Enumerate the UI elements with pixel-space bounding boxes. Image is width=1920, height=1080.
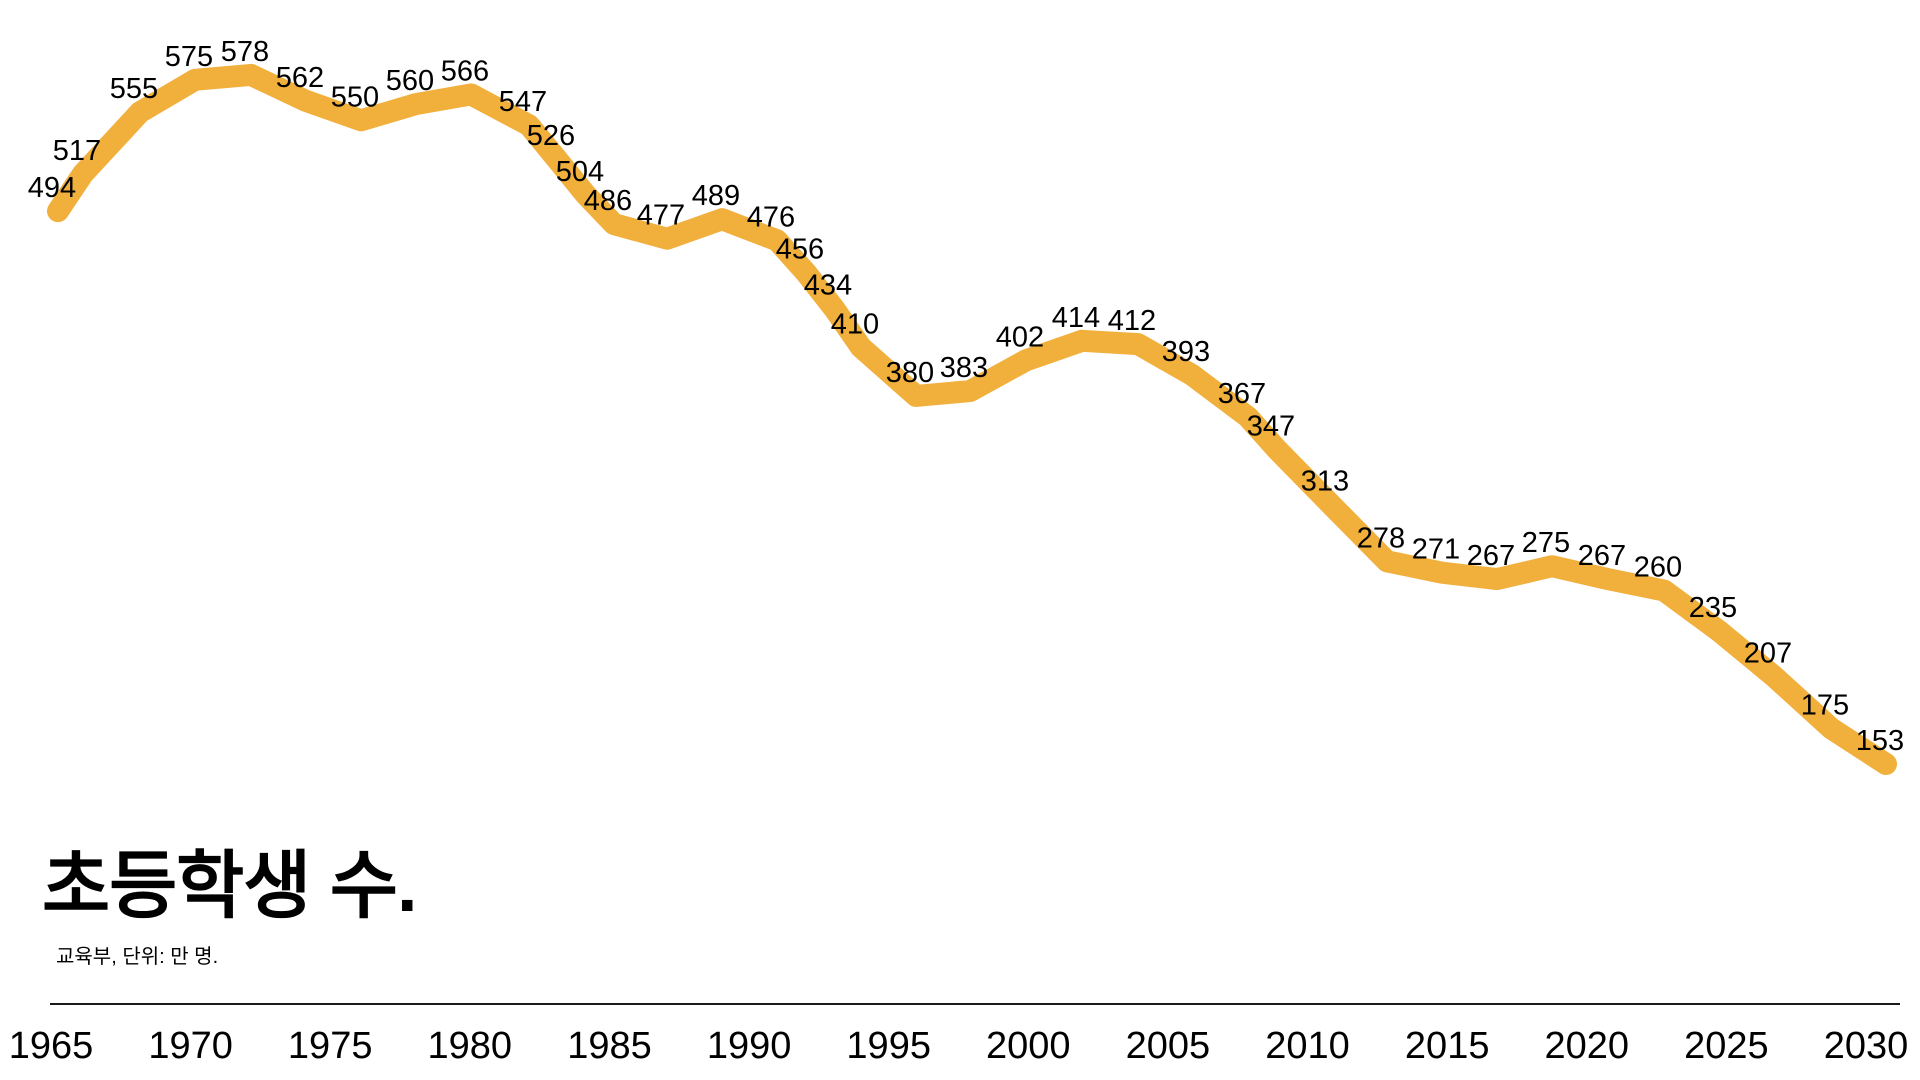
data-point-label: 578 — [221, 36, 269, 68]
data-point-label: 383 — [940, 352, 988, 384]
x-axis-tick-label: 2010 — [1265, 1025, 1350, 1067]
data-point-label: 347 — [1247, 410, 1295, 442]
data-point-label: 456 — [776, 234, 824, 266]
data-point-label: 402 — [996, 321, 1044, 353]
data-point-label: 271 — [1412, 534, 1460, 566]
data-point-label: 393 — [1162, 336, 1210, 368]
x-axis-tick-label: 1970 — [148, 1025, 233, 1067]
data-point-label: 477 — [637, 200, 685, 232]
data-point-label: 434 — [804, 269, 852, 301]
x-axis-tick-label: 2015 — [1405, 1025, 1490, 1067]
x-axis-tick-label: 1980 — [428, 1025, 513, 1067]
data-point-label: 267 — [1467, 540, 1515, 572]
x-axis-tick-label: 1985 — [567, 1025, 652, 1067]
data-line — [47, 63, 1897, 775]
data-point-label: 153 — [1856, 725, 1904, 757]
x-axis-tick-label: 1995 — [846, 1025, 931, 1067]
data-point-label: 260 — [1634, 552, 1682, 584]
data-point-label: 367 — [1218, 378, 1266, 410]
x-axis-tick-label: 2000 — [986, 1025, 1071, 1067]
data-point-label: 207 — [1744, 637, 1792, 669]
data-point-label: 562 — [276, 62, 324, 94]
data-point-label: 560 — [386, 65, 434, 97]
chart-title: 초등학생 수. — [42, 844, 418, 927]
data-point-label: 555 — [110, 73, 158, 105]
chart-source-note: 교육부, 단위: 만 명. — [56, 946, 219, 968]
data-point-label: 235 — [1689, 592, 1737, 624]
data-point-label: 412 — [1108, 305, 1156, 337]
data-point-label: 494 — [28, 172, 76, 204]
data-point-label: 550 — [331, 81, 379, 113]
data-point-label: 313 — [1301, 466, 1349, 498]
x-axis-tick-label: 1965 — [9, 1025, 94, 1067]
data-point-label: 267 — [1578, 540, 1626, 572]
data-point-label: 175 — [1801, 689, 1849, 721]
data-point-label: 504 — [556, 156, 604, 188]
data-point-label: 566 — [441, 55, 489, 87]
data-point-label: 414 — [1052, 302, 1100, 334]
data-point-label: 275 — [1522, 527, 1570, 559]
x-axis-tick-label: 1975 — [288, 1025, 373, 1067]
data-point-label: 278 — [1357, 522, 1405, 554]
x-axis-tick-label: 1990 — [707, 1025, 792, 1067]
data-point-label: 517 — [53, 135, 101, 167]
x-axis-tick-label: 2005 — [1126, 1025, 1211, 1067]
data-point-label: 410 — [831, 308, 879, 340]
data-point-label: 575 — [165, 41, 213, 73]
data-point-label: 476 — [747, 201, 795, 233]
x-axis-tick-label: 2020 — [1545, 1025, 1630, 1067]
data-point-label: 547 — [499, 86, 547, 118]
x-axis-tick-label: 2030 — [1824, 1025, 1909, 1067]
data-point-label: 489 — [692, 180, 740, 212]
data-point-label: 526 — [527, 120, 575, 152]
data-point-label: 380 — [886, 357, 934, 389]
x-axis-tick-label: 2025 — [1684, 1025, 1769, 1067]
data-point-label: 486 — [584, 185, 632, 217]
